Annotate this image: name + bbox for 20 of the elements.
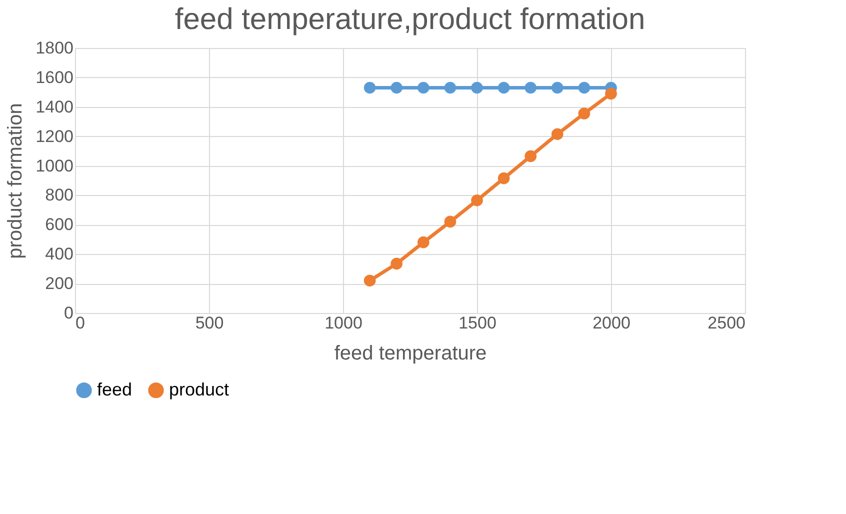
x-tick-label: 500 (195, 314, 224, 332)
y-tick-label: 600 (45, 215, 74, 234)
y-tick-label: 1800 (36, 38, 74, 58)
y-tick-label: 400 (45, 244, 74, 264)
legend-label: feed (97, 379, 132, 400)
legend-label: product (169, 379, 230, 400)
y-tick-label: 200 (45, 274, 74, 294)
x-tick-label: 0 (76, 314, 85, 332)
y-tick-label: 1600 (36, 68, 74, 87)
x-tick-label: 2000 (592, 314, 630, 332)
y-tick-label: 800 (45, 186, 74, 205)
y-tick-label: 1000 (36, 156, 74, 176)
chart-title: feed temperature,product formation (174, 3, 646, 36)
y-tick-label: 1200 (36, 126, 74, 146)
x-tick-label: 2500 (708, 314, 746, 332)
x-axis-title: feed temperature (334, 342, 487, 364)
x-tick-label: 1000 (324, 314, 362, 332)
y-tick-label: 1400 (36, 97, 74, 116)
x-tick-label: 1500 (458, 314, 496, 332)
y-axis-title: product formation (4, 103, 27, 259)
